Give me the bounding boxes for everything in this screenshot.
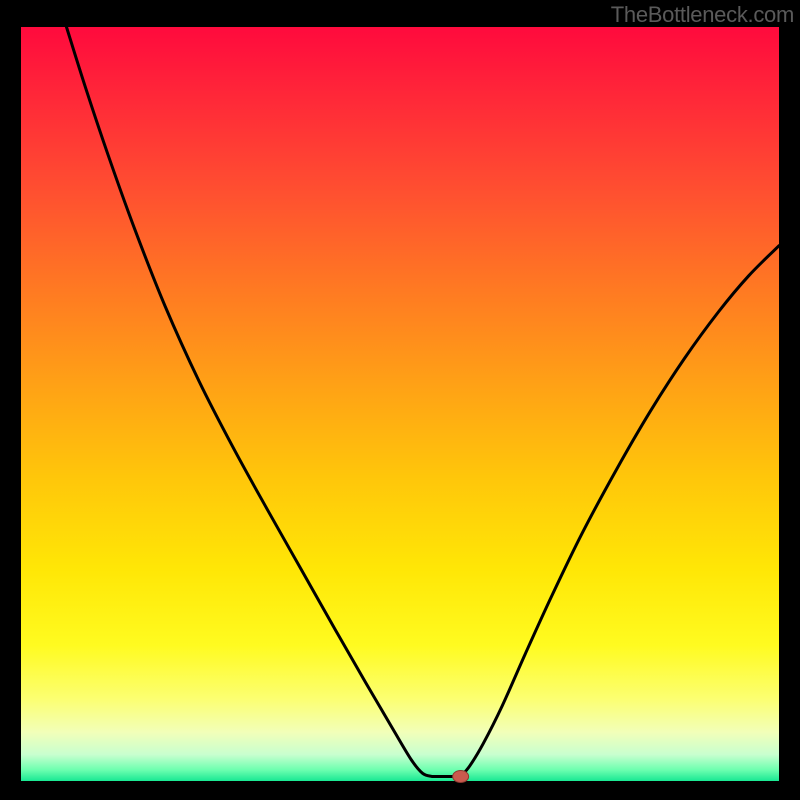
bottleneck-curve xyxy=(66,27,779,777)
attribution-label: TheBottleneck.com xyxy=(611,2,794,28)
curve-layer xyxy=(21,27,779,781)
optimal-marker xyxy=(453,770,469,782)
chart-container: TheBottleneck.com xyxy=(0,0,800,800)
plot-area xyxy=(21,27,779,781)
